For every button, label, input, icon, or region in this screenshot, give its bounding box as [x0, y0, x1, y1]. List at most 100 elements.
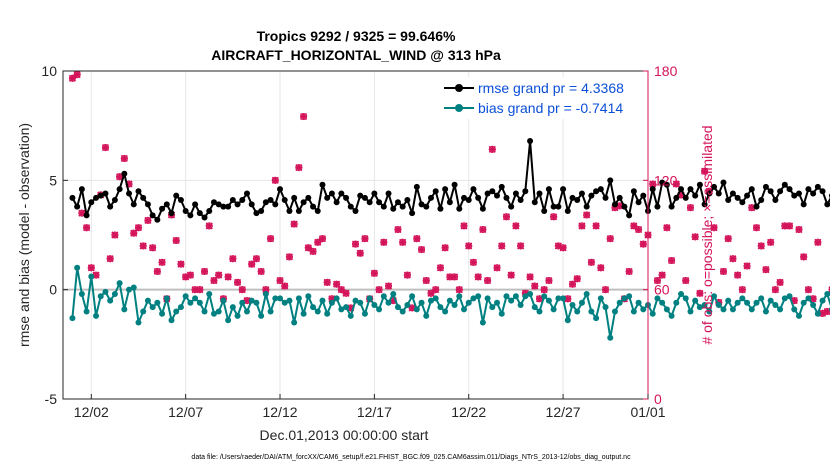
rmse-point: [159, 205, 166, 212]
bias-point: [659, 299, 666, 306]
rmse-point: [753, 203, 760, 210]
rmse-point: [663, 181, 670, 188]
bias-point: [409, 293, 416, 300]
rmse-point: [243, 190, 250, 197]
rmse-point: [503, 194, 510, 201]
obs-assimilated-marker: [592, 222, 600, 230]
rmse-point: [616, 194, 623, 201]
bias-point: [522, 293, 529, 300]
rmse-point: [574, 197, 581, 204]
rmse-point: [734, 194, 741, 201]
rmse-point: [805, 186, 812, 193]
obs-assimilated-marker: [663, 224, 671, 232]
rmse-point: [564, 207, 571, 214]
bias-point: [711, 293, 718, 300]
bias-point: [385, 299, 392, 306]
rmse-point: [446, 199, 453, 206]
obs-assimilated-marker: [375, 286, 383, 294]
obs-assimilated-marker: [767, 238, 775, 246]
bias-point: [781, 295, 788, 302]
obs-assimilated-marker: [149, 244, 157, 252]
bias-point: [748, 306, 755, 313]
obs-assimilated-marker: [257, 267, 265, 276]
bias-point: [107, 297, 114, 304]
bias-point: [512, 293, 519, 300]
obs-assimilated-marker: [502, 213, 511, 221]
bias-point: [673, 299, 680, 306]
obs-assimilated-marker: [309, 247, 317, 255]
rmse-point: [682, 194, 689, 201]
rmse-point: [324, 194, 331, 201]
rmse-point: [371, 190, 378, 197]
rmse-point: [258, 207, 265, 214]
bias-point: [791, 306, 798, 313]
bias-point: [116, 280, 123, 287]
rmse-point: [668, 203, 675, 210]
bias-point: [404, 301, 411, 308]
bias-point: [229, 304, 236, 311]
bias-point: [588, 308, 595, 315]
obs-assimilated-marker: [295, 164, 303, 172]
bias-point: [300, 310, 307, 317]
bias-point: [437, 304, 444, 311]
x-tick-label: 12/07: [168, 404, 203, 420]
bias-point: [182, 293, 189, 300]
rmse-point: [206, 207, 213, 214]
bias-point: [88, 273, 95, 280]
obs-assimilated-marker: [540, 286, 548, 294]
x-axis-label: Dec.01,2013 00:00:00 start: [260, 427, 429, 443]
obs-assimilated-marker: [441, 244, 449, 252]
y-tick-label-left: -5: [45, 391, 58, 407]
bias-point: [777, 306, 784, 313]
rmse-point: [795, 190, 802, 197]
rmse-point: [744, 192, 751, 199]
y-tick-label-right: 60: [654, 282, 670, 298]
rmse-point: [272, 201, 279, 208]
rmse-point: [225, 203, 232, 210]
bias-point: [413, 306, 420, 313]
obs-assimilated-marker: [531, 282, 539, 290]
bias-point: [168, 317, 175, 324]
rmse-point: [536, 190, 543, 197]
obs-assimilated-marker: [757, 242, 765, 250]
bias-point: [810, 301, 817, 308]
bias-point: [508, 297, 515, 304]
bias-point: [498, 310, 505, 317]
rmse-line: [71, 140, 830, 221]
y-tick-label-right: 180: [654, 63, 678, 79]
obs-assimilated-marker: [795, 225, 803, 234]
rmse-point: [107, 203, 114, 210]
bias-point: [503, 293, 510, 300]
rmse-point: [772, 197, 779, 204]
rmse-point: [654, 203, 661, 210]
bias-point: [795, 312, 802, 319]
bias-point: [253, 299, 260, 306]
rmse-point: [69, 194, 76, 201]
bias-point: [569, 301, 576, 308]
obs-assimilated-marker: [734, 271, 742, 279]
bias-point: [786, 293, 793, 300]
rmse-point: [432, 188, 439, 195]
bias-point: [696, 304, 703, 311]
rmse-point: [385, 190, 392, 197]
rmse-point: [196, 210, 203, 217]
rmse-point: [687, 186, 694, 193]
legend-bias-label: bias grand pr = -0.7414: [478, 100, 623, 116]
bias-point: [819, 297, 826, 304]
y-tick-label-right: 120: [654, 172, 678, 188]
bias-point: [692, 297, 699, 304]
rmse-point: [239, 197, 246, 204]
obs-assimilated-marker: [394, 225, 402, 234]
rmse-point: [310, 203, 317, 210]
rmse-point: [343, 194, 350, 201]
obs-assimilated-marker: [370, 269, 378, 277]
bias-point: [427, 297, 434, 304]
bias-point: [687, 308, 694, 315]
bias-point: [210, 310, 217, 317]
bias-point: [225, 317, 232, 324]
y-tick-label-left: 5: [49, 172, 57, 188]
rmse-point: [602, 194, 609, 201]
bias-point: [663, 306, 670, 313]
rmse-point: [640, 192, 647, 199]
y-axis-right-label: # of obs: o=possible; ×=assimilated: [699, 125, 715, 344]
